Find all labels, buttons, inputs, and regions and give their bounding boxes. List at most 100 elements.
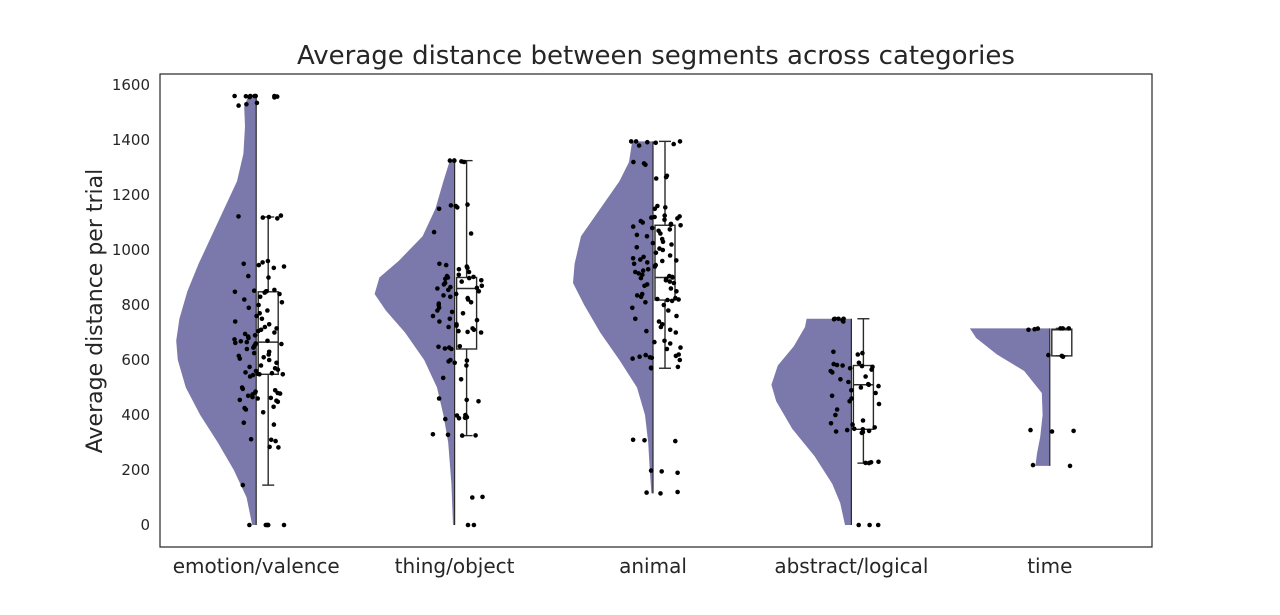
y-tick-label: 1200: [112, 186, 150, 204]
data-point: [242, 405, 247, 411]
data-point: [232, 319, 238, 324]
data-point: [847, 366, 853, 371]
data-point: [478, 330, 484, 335]
data-point: [444, 273, 450, 279]
data-point: [436, 301, 442, 306]
data-point: [271, 265, 277, 271]
data-point: [247, 522, 252, 528]
violin-2: [374, 160, 455, 525]
data-point: [442, 346, 448, 351]
data-point: [668, 286, 674, 291]
data-point: [876, 383, 881, 389]
chart-title: Average distance between segments across…: [297, 41, 1015, 71]
data-point: [649, 225, 655, 231]
data-point: [863, 374, 868, 379]
data-point: [666, 308, 671, 313]
category-group-2: [374, 158, 485, 528]
data-point: [261, 355, 267, 360]
data-point: [674, 258, 679, 263]
data-point: [470, 495, 475, 500]
data-point: [664, 173, 670, 179]
data-point: [662, 338, 667, 344]
data-point: [675, 489, 680, 495]
data-point: [241, 261, 246, 267]
data-point: [443, 262, 449, 268]
data-point: [630, 305, 635, 311]
data-point: [443, 416, 448, 422]
data-point: [858, 385, 864, 390]
data-point: [244, 346, 250, 352]
data-point: [833, 429, 839, 434]
data-point: [832, 316, 837, 322]
data-point: [633, 316, 638, 322]
data-point: [252, 333, 258, 338]
data-point: [674, 313, 679, 319]
data-point: [471, 274, 476, 280]
data-point: [640, 272, 645, 278]
data-point: [659, 236, 665, 242]
data-point: [272, 366, 278, 371]
data-point: [876, 401, 882, 407]
data-point: [254, 100, 260, 106]
data-point: [648, 468, 654, 473]
data-point: [849, 388, 854, 393]
data-point: [445, 432, 451, 438]
data-point: [274, 398, 279, 404]
data-point: [448, 357, 453, 363]
data-point: [248, 93, 253, 99]
data-point: [232, 93, 237, 99]
data-point: [638, 257, 643, 262]
data-point: [271, 404, 276, 410]
data-point: [829, 393, 835, 399]
data-point: [453, 291, 459, 297]
data-point: [258, 363, 264, 368]
data-point: [838, 377, 843, 382]
data-point: [459, 433, 465, 438]
data-point: [254, 313, 259, 319]
data-point: [265, 308, 270, 313]
data-point: [476, 399, 481, 404]
data-point: [669, 298, 675, 304]
data-point: [281, 264, 287, 269]
data-point: [458, 377, 464, 382]
data-point: [250, 372, 256, 378]
data-point: [851, 426, 857, 432]
data-point: [470, 326, 475, 331]
data-point: [665, 297, 670, 303]
data-point: [667, 227, 673, 232]
data-point: [258, 327, 264, 333]
data-point: [657, 246, 662, 251]
data-point: [266, 357, 272, 363]
y-tick-label: 600: [121, 351, 150, 369]
data-point: [644, 490, 649, 495]
data-point: [454, 322, 459, 327]
data-point: [435, 286, 440, 291]
data-point: [436, 344, 441, 350]
data-point: [661, 302, 667, 308]
data-point: [468, 300, 474, 305]
data-point: [457, 344, 463, 349]
data-point: [662, 217, 667, 223]
y-tick-label: 400: [121, 406, 150, 424]
data-point: [633, 139, 639, 144]
data-point: [669, 242, 674, 247]
data-point: [667, 341, 673, 346]
data-point: [272, 287, 277, 293]
y-tick-label: 800: [121, 296, 150, 314]
data-point: [253, 93, 258, 99]
data-point: [452, 158, 457, 163]
data-point: [642, 438, 647, 443]
data-point: [448, 284, 453, 290]
category-group-4: [771, 316, 882, 528]
data-point: [465, 202, 470, 207]
data-point: [255, 396, 260, 401]
data-point: [237, 397, 243, 403]
data-point: [667, 279, 673, 284]
data-point: [863, 460, 868, 466]
data-point: [1067, 463, 1073, 469]
data-point: [251, 350, 257, 356]
data-point: [856, 360, 862, 366]
data-point: [265, 258, 271, 264]
category-group-1: [176, 93, 287, 528]
data-point: [1066, 326, 1072, 331]
